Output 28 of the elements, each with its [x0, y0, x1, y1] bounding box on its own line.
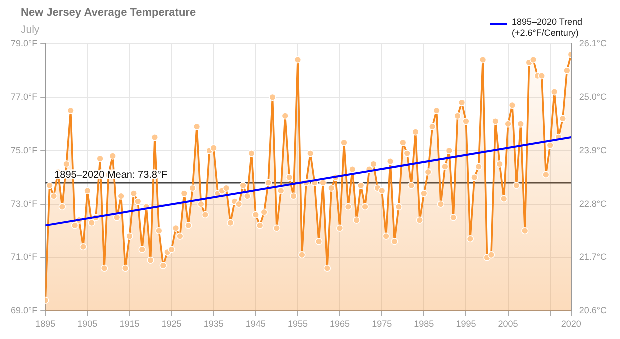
legend-label: 1895–2020 Trend (+2.6°F/Century): [512, 17, 584, 39]
x-tick-label: 1995: [456, 319, 476, 330]
y2-tick-label: 22.8°C: [579, 198, 608, 209]
x-tick-label: 1945: [246, 319, 266, 330]
x-tick-label: 1915: [120, 319, 140, 330]
y2-tick-label: 21.7°C: [579, 252, 608, 262]
y-tick-label: 75.0°F: [10, 145, 38, 156]
y-tick-label: 73.0°F: [10, 198, 38, 209]
y-tick-label: 79.0°F: [10, 38, 38, 48]
y2-tick-label: 26.1°C: [579, 38, 608, 48]
y-tick-label: 69.0°F: [10, 306, 38, 316]
x-tick-label: 1975: [372, 319, 392, 330]
x-tick-label: 1895: [36, 319, 56, 330]
x-tick-label: 1935: [204, 319, 224, 330]
x-tick-label: 1985: [414, 319, 434, 330]
y2-tick-label: 20.6°C: [579, 306, 608, 316]
x-tick-label: 2020: [561, 319, 582, 330]
y-tick-label: 71.0°F: [10, 252, 38, 262]
chart-subtitle: July: [21, 24, 40, 36]
x-tick-label: 1925: [162, 319, 182, 330]
x-tick-label: 1955: [288, 319, 308, 330]
y-tick-label: 77.0°F: [10, 92, 38, 102]
x-tick-label: 2005: [498, 319, 518, 330]
y2-tick-label: 23.9°C: [579, 145, 608, 156]
x-tick-label: 1905: [78, 319, 98, 330]
x-tick-label: 1965: [330, 319, 350, 330]
y2-tick-label: 25.0°C: [579, 92, 608, 102]
chart-title: New Jersey Average Temperature: [21, 7, 196, 19]
